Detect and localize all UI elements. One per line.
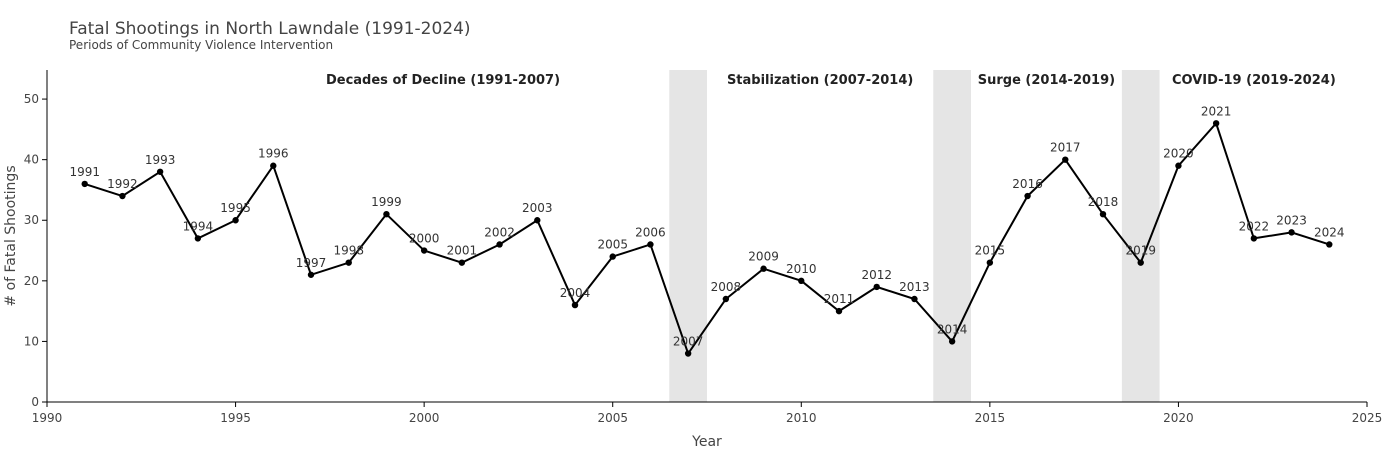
data-point — [911, 295, 918, 303]
data-point — [1024, 192, 1031, 200]
data-point — [1288, 229, 1295, 236]
y-tick-label: 30 — [24, 213, 39, 227]
data-label: 2009 — [748, 250, 779, 264]
data-label: 2012 — [861, 268, 892, 282]
period-label: Stabilization (2007-2014) — [727, 73, 913, 88]
data-point — [684, 350, 692, 357]
data-point — [1250, 235, 1258, 242]
y-tick-label: 10 — [24, 334, 39, 348]
data-point — [647, 241, 654, 248]
data-label: 1997 — [296, 256, 327, 270]
data-label: 1993 — [145, 153, 176, 167]
data-point — [534, 217, 541, 224]
series-line — [84, 121, 1330, 356]
x-tick-label: 2005 — [597, 411, 628, 425]
period-label: Surge (2014-2019) — [978, 73, 1115, 88]
data-point — [1212, 120, 1220, 127]
data-label: 2000 — [409, 232, 440, 246]
data-label: 2008 — [711, 280, 742, 294]
data-label: 2001 — [447, 244, 478, 258]
data-label: 2023 — [1276, 213, 1307, 227]
data-point — [81, 180, 88, 188]
data-point — [873, 283, 880, 291]
data-label: 2021 — [1201, 104, 1232, 118]
x-axis-label: Year — [691, 434, 722, 450]
data-point — [986, 259, 994, 266]
data-point — [270, 162, 277, 169]
data-point — [119, 192, 126, 200]
x-tick-label: 2025 — [1352, 411, 1383, 425]
x-tick-label: 2010 — [786, 411, 817, 425]
data-label: 1992 — [107, 177, 138, 191]
data-label: 2010 — [786, 262, 817, 276]
chart-title: Fatal Shootings in North Lawndale (1991-… — [69, 19, 471, 39]
data-point — [1062, 156, 1069, 163]
data-point — [1137, 259, 1144, 266]
x-tick-label: 1990 — [32, 411, 63, 425]
data-label: 1994 — [183, 219, 214, 233]
shaded-band — [669, 70, 707, 402]
data-point — [194, 235, 202, 242]
data-point — [609, 253, 616, 260]
data-label: 1998 — [333, 244, 364, 258]
data-label: 2019 — [1125, 244, 1156, 258]
data-label: 2020 — [1163, 147, 1194, 161]
period-label: Decades of Decline (1991-2007) — [326, 73, 560, 88]
data-point — [948, 338, 956, 345]
x-tick-label: 2015 — [975, 411, 1006, 425]
data-point — [458, 259, 466, 266]
x-tick-label: 1995 — [220, 411, 251, 425]
data-point — [383, 210, 390, 218]
data-label: 2024 — [1314, 225, 1345, 239]
data-label: 2018 — [1088, 195, 1119, 209]
data-label: 2006 — [635, 225, 666, 239]
data-label: 2004 — [560, 286, 591, 300]
data-point — [156, 168, 164, 175]
period-label: COVID-19 (2019-2024) — [1172, 73, 1336, 88]
data-label: 2007 — [673, 335, 704, 349]
data-point — [1099, 210, 1107, 218]
data-point — [420, 247, 428, 254]
data-point — [232, 217, 239, 224]
data-point — [835, 307, 843, 315]
data-point — [722, 295, 730, 303]
x-tick-label: 2020 — [1163, 411, 1194, 425]
data-label: 2003 — [522, 201, 553, 215]
data-point — [496, 241, 503, 248]
y-tick-label: 0 — [31, 395, 39, 409]
data-label: 2016 — [1012, 177, 1043, 191]
data-label: 2002 — [484, 225, 515, 239]
data-label: 1996 — [258, 147, 289, 161]
data-label: 2014 — [937, 322, 968, 336]
data-point — [1175, 162, 1182, 169]
shaded-band — [933, 70, 971, 402]
data-label: 1999 — [371, 195, 402, 209]
data-label: 2013 — [899, 280, 930, 294]
shaded-band — [1121, 70, 1160, 402]
data-point — [571, 301, 579, 309]
data-point — [798, 277, 805, 285]
x-tick-label: 2000 — [409, 411, 440, 425]
y-tick-label: 50 — [24, 92, 39, 106]
data-point — [345, 259, 352, 266]
data-label: 2017 — [1050, 141, 1081, 155]
data-point — [307, 271, 315, 278]
y-axis-label: # of Fatal Shootings — [3, 165, 19, 306]
data-point — [1326, 241, 1333, 248]
y-tick-label: 20 — [24, 274, 39, 288]
data-label: 2015 — [975, 244, 1006, 258]
data-label: 2005 — [597, 238, 628, 252]
data-label: 1995 — [220, 201, 251, 215]
data-label: 1991 — [69, 165, 100, 179]
y-tick-label: 40 — [24, 153, 39, 167]
data-point — [760, 265, 767, 272]
chart-subtitle: Periods of Community Violence Interventi… — [69, 38, 334, 52]
data-label: 2022 — [1239, 219, 1270, 233]
data-label: 2011 — [824, 292, 855, 306]
